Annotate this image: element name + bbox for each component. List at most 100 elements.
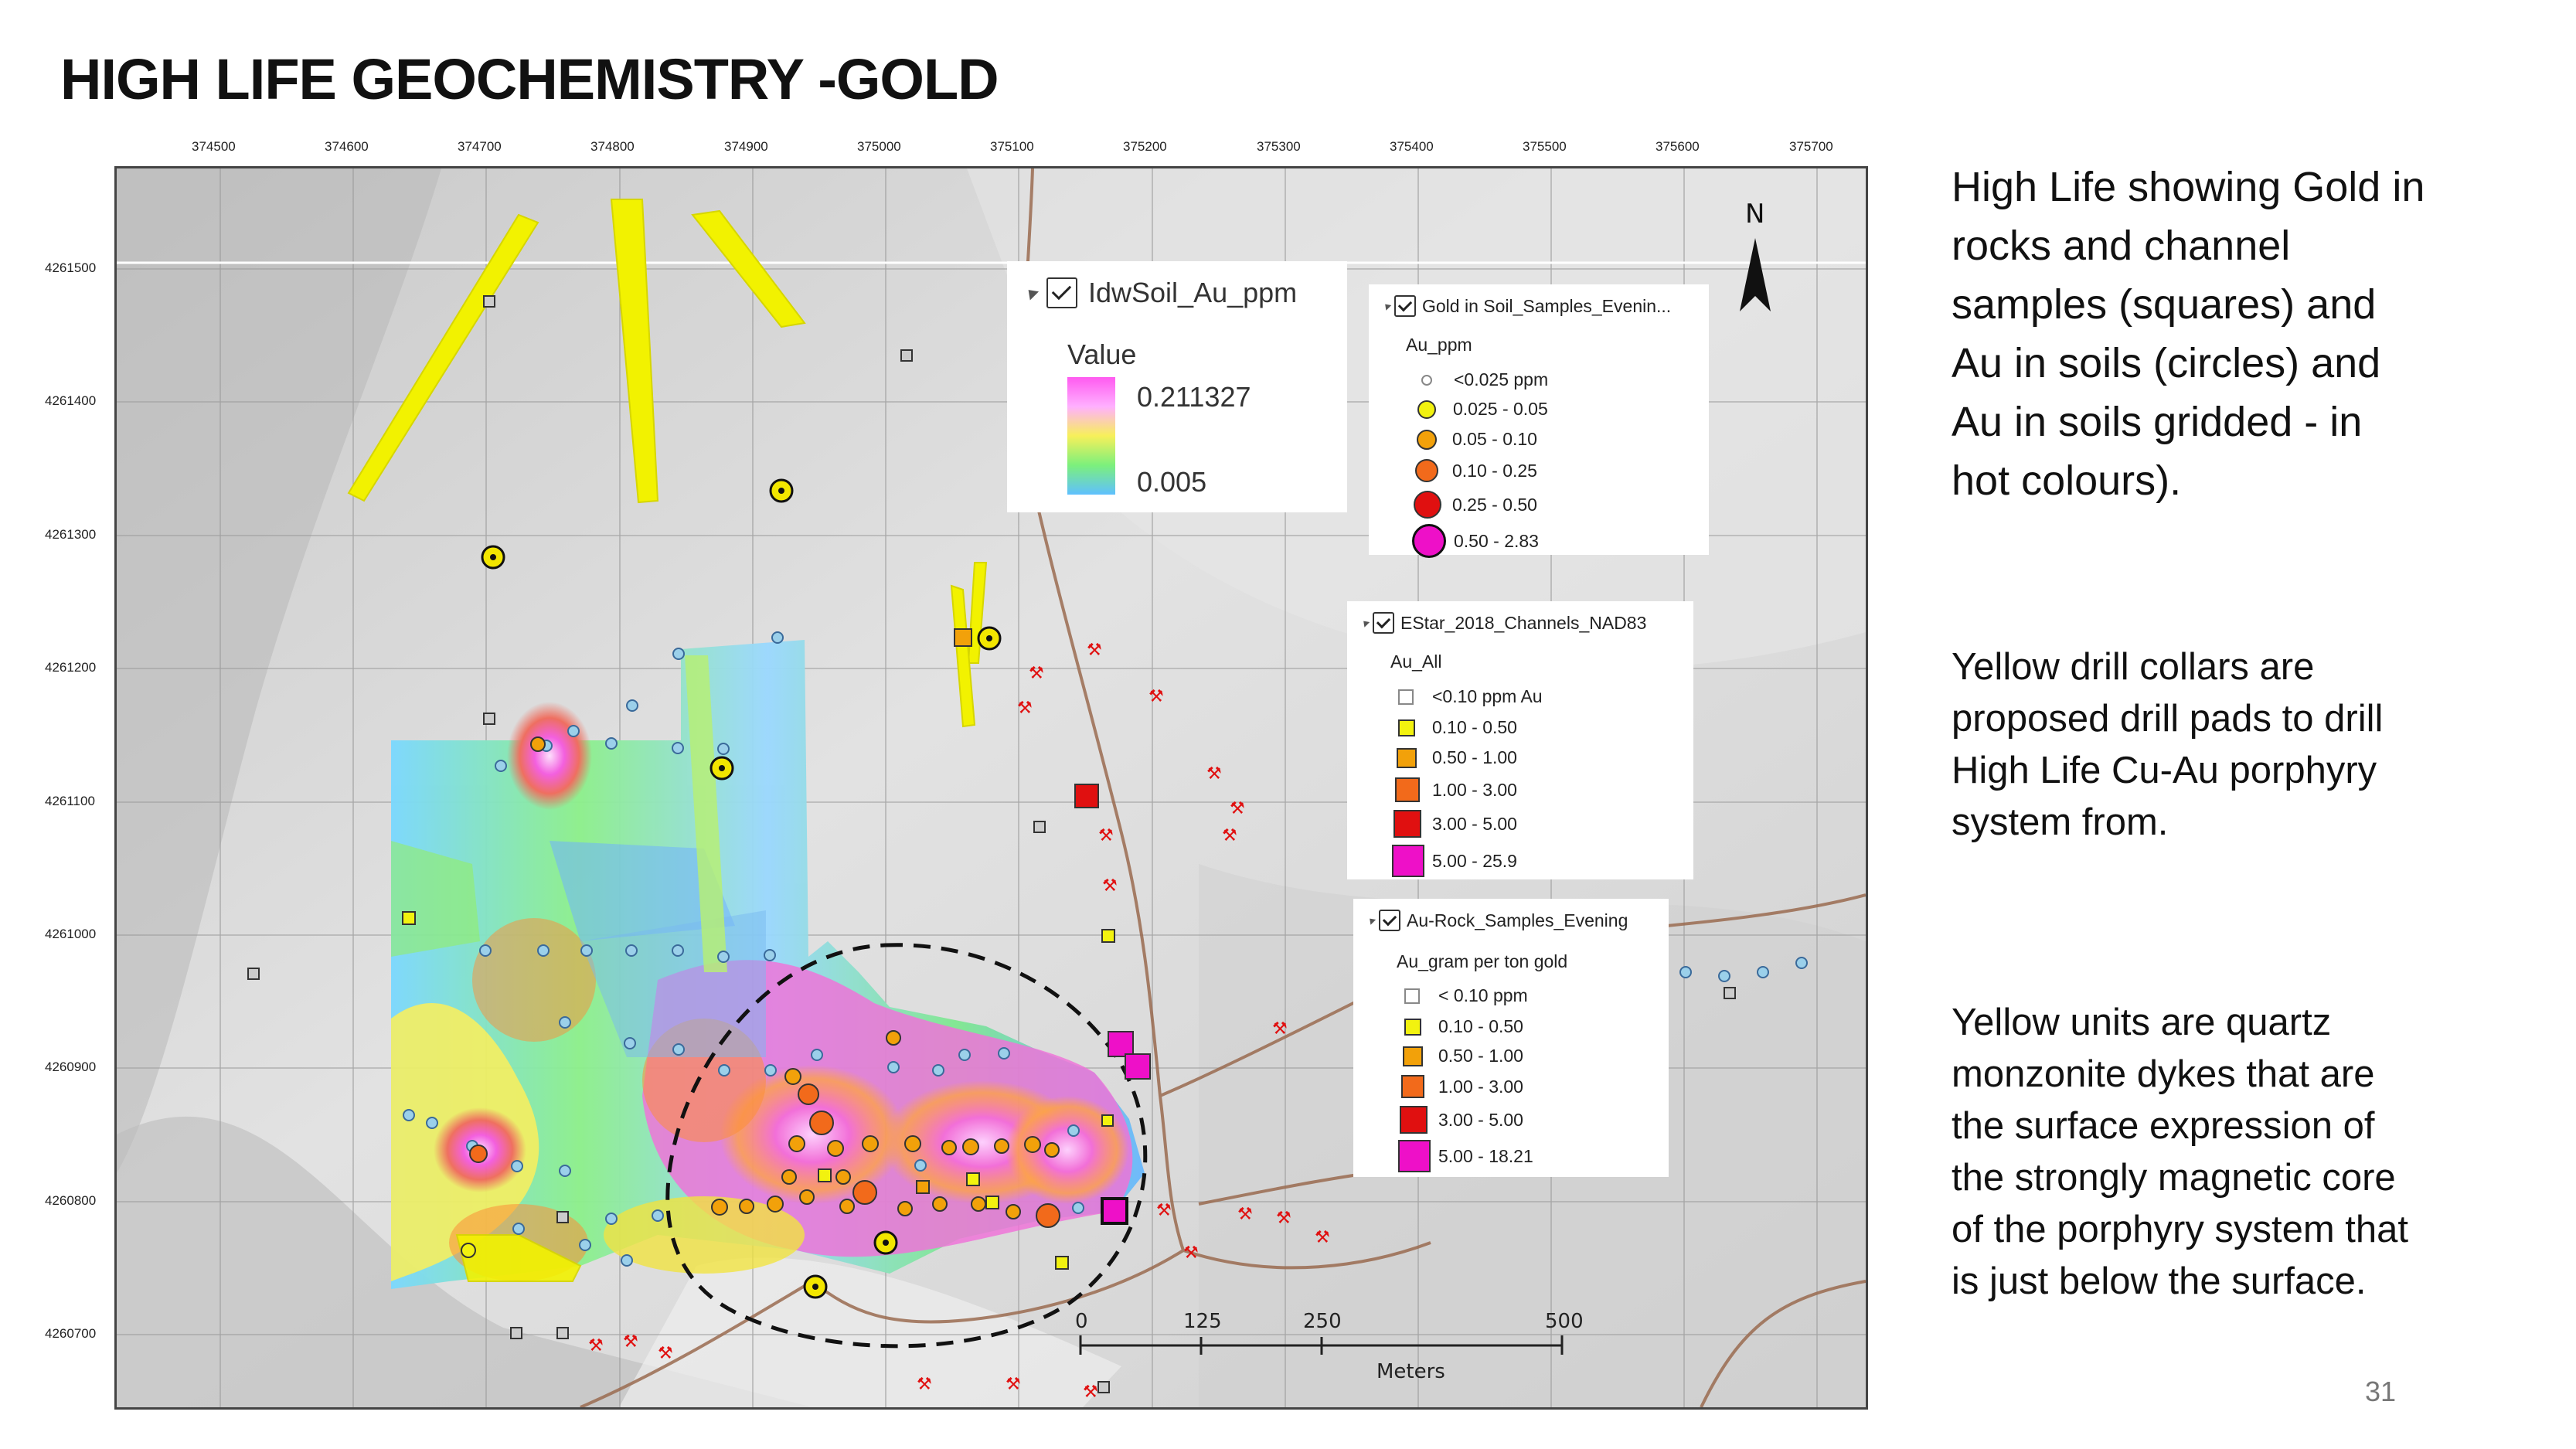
note-drill-collars: Yellow drill collars are proposed drill … [1952, 641, 2383, 849]
channel-symbol-3 [1395, 777, 1420, 802]
layer-visibility-checkbox[interactable] [1394, 295, 1416, 317]
legend-item-label: 0.10 - 0.50 [1432, 717, 1517, 737]
x-tick-label: 375700 [1789, 139, 1833, 154]
svg-text:⚒: ⚒ [1029, 664, 1044, 683]
legend-value-label: Value [1067, 338, 1137, 370]
drill-collar [873, 1230, 898, 1255]
legend-item-label: 0.50 - 1.00 [1438, 1046, 1523, 1066]
soil-samples-anomalous [461, 736, 1060, 1258]
legend-item-label: 0.025 - 0.05 [1453, 399, 1548, 419]
dyke [610, 199, 659, 504]
note-gold-samples: High Life showing Gold in rocks and chan… [1952, 158, 2425, 510]
x-tick-label: 374700 [458, 139, 502, 154]
y-tick-label: 4260900 [45, 1060, 97, 1074]
hillshade-ridge [619, 1257, 1121, 1407]
legend-item-label: 0.10 - 0.25 [1452, 460, 1537, 481]
note-dykes: Yellow units are quartz monzonite dykes … [1952, 997, 2408, 1308]
note-line: the strongly magnetic core [1952, 1157, 2396, 1199]
legend-item-label: 0.25 - 0.50 [1452, 494, 1537, 515]
quartz-monzonite-dykes [347, 199, 988, 1282]
porphyry-target-outline [665, 943, 1148, 1349]
svg-text:⚒: ⚒ [1098, 826, 1114, 845]
legend-item: 5.00 - 18.21 [1398, 1140, 1533, 1172]
x-tick-label: 374500 [192, 139, 236, 154]
note-line: hot colours). [1952, 457, 2182, 504]
legend-item-label: 1.00 - 3.00 [1432, 779, 1517, 800]
collapse-arrow-icon[interactable] [1382, 301, 1392, 311]
x-tick-label: 375100 [990, 139, 1034, 154]
x-tick-label: 374900 [724, 139, 768, 154]
legend-field-name: Au_gram per ton gold [1397, 951, 1568, 971]
svg-text:⚒: ⚒ [917, 1375, 932, 1394]
collapse-arrow-icon[interactable] [1366, 916, 1376, 925]
legend-item: 1.00 - 3.00 [1395, 777, 1517, 802]
legend-item: 0.50 - 2.83 [1412, 524, 1539, 558]
legend-layer-name: IdwSoil_Au_ppm [1088, 277, 1298, 308]
channel-symbol-5 [1392, 845, 1424, 877]
channel-symbol-2 [1397, 747, 1417, 768]
dyke [950, 584, 976, 728]
scale-label: 250 [1303, 1310, 1342, 1333]
drill-collar [481, 545, 505, 570]
north-arrow-icon: N [1740, 199, 1771, 311]
x-tick-label: 375400 [1390, 139, 1434, 154]
north-label: N [1745, 199, 1764, 230]
y-tick-label: 4261100 [45, 794, 95, 808]
legend-item-label: < 0.10 ppm [1438, 985, 1528, 1005]
note-line: Yellow drill collars are [1952, 646, 2315, 688]
legend-item: 0.10 - 0.50 [1398, 717, 1517, 738]
legend-item: 3.00 - 5.00 [1393, 810, 1517, 838]
rock-symbol-1 [1404, 1018, 1421, 1036]
scale-unit: Meters [1376, 1360, 1445, 1383]
collapse-arrow-icon[interactable] [1023, 285, 1040, 301]
svg-text:⚒: ⚒ [1148, 687, 1164, 706]
x-tick-label: 375000 [857, 139, 901, 154]
y-tick-label: 4261200 [45, 660, 97, 675]
note-line: Au in soils gridded - in [1952, 399, 2363, 445]
collapse-arrow-icon[interactable] [1360, 618, 1370, 628]
page-number: 31 [2365, 1376, 2397, 1407]
legend-item: 0.50 - 1.00 [1403, 1046, 1523, 1066]
page-title: HIGH LIFE GEOCHEMISTRY -GOLD [60, 47, 999, 111]
soil-symbol-1 [1417, 400, 1436, 419]
note-line: of the porphyry system that [1952, 1209, 2408, 1250]
legend-rock: Au-Rock_Samples_Evening Au_gram per ton … [1353, 899, 1669, 1177]
scale-bar: 0 125 250 500 Meters [1075, 1310, 1584, 1383]
y-tick-label: 4261500 [45, 260, 97, 275]
y-tick-label: 4261300 [45, 527, 97, 542]
dyke [691, 209, 806, 328]
layer-visibility-checkbox[interactable] [1379, 910, 1400, 931]
legend-idw: IdwSoil_Au_ppm Value 0.211327 0.005 [1007, 261, 1347, 512]
rock-symbol-0 [1404, 988, 1420, 1004]
legend-item-label: 0.50 - 2.83 [1454, 530, 1539, 551]
note-line: the surface expression of [1952, 1105, 2375, 1147]
legend-min-value: 0.005 [1137, 466, 1207, 498]
legend-item: 0.025 - 0.05 [1415, 399, 1548, 420]
note-line: is just below the surface. [1952, 1260, 2367, 1302]
legend-item: 0.25 - 0.50 [1414, 491, 1537, 519]
legend-item-label: 3.00 - 5.00 [1438, 1109, 1523, 1130]
drill-collar [977, 626, 1002, 651]
idw-gridded-surface [391, 640, 1145, 1289]
scale-label: 0 [1075, 1310, 1088, 1333]
legend-layer-name: Au-Rock_Samples_Evening [1407, 910, 1628, 930]
note-line: system from. [1952, 801, 2169, 843]
svg-text:⚒: ⚒ [1083, 1383, 1098, 1402]
y-tick-label: 4260800 [45, 1193, 97, 1208]
rock-symbol-2 [1403, 1046, 1423, 1066]
note-line: proposed drill pads to drill [1952, 698, 2384, 740]
layer-visibility-checkbox[interactable] [1046, 277, 1077, 308]
legend-field-name: Au_ppm [1406, 335, 1472, 355]
legend-item: 5.00 - 25.9 [1392, 845, 1517, 877]
note-line: High Life Cu-Au porphyry [1952, 750, 2377, 791]
x-tick-label: 375200 [1123, 139, 1167, 154]
svg-text:⚒: ⚒ [1272, 1019, 1288, 1039]
note-line: samples (squares) and [1952, 281, 2377, 328]
layer-visibility-checkbox[interactable] [1373, 612, 1394, 634]
dyke [455, 1234, 582, 1282]
soil-samples-low [403, 631, 1808, 1267]
legend-layer-name: EStar_2018_Channels_NAD83 [1400, 612, 1647, 633]
svg-text:⚒: ⚒ [1102, 876, 1118, 896]
geochemistry-map[interactable]: ⚒ ⚒ ⚒ ⚒ ⚒ ⚒ ⚒ ⚒ ⚒ ⚒ ⚒ ⚒ ⚒ ⚒ ⚒ ⚒ ⚒ ⚒ ⚒ ⚒ ⚒ N 0 125 250 … [114, 166, 1868, 1410]
x-tick-label: 375600 [1656, 139, 1700, 154]
